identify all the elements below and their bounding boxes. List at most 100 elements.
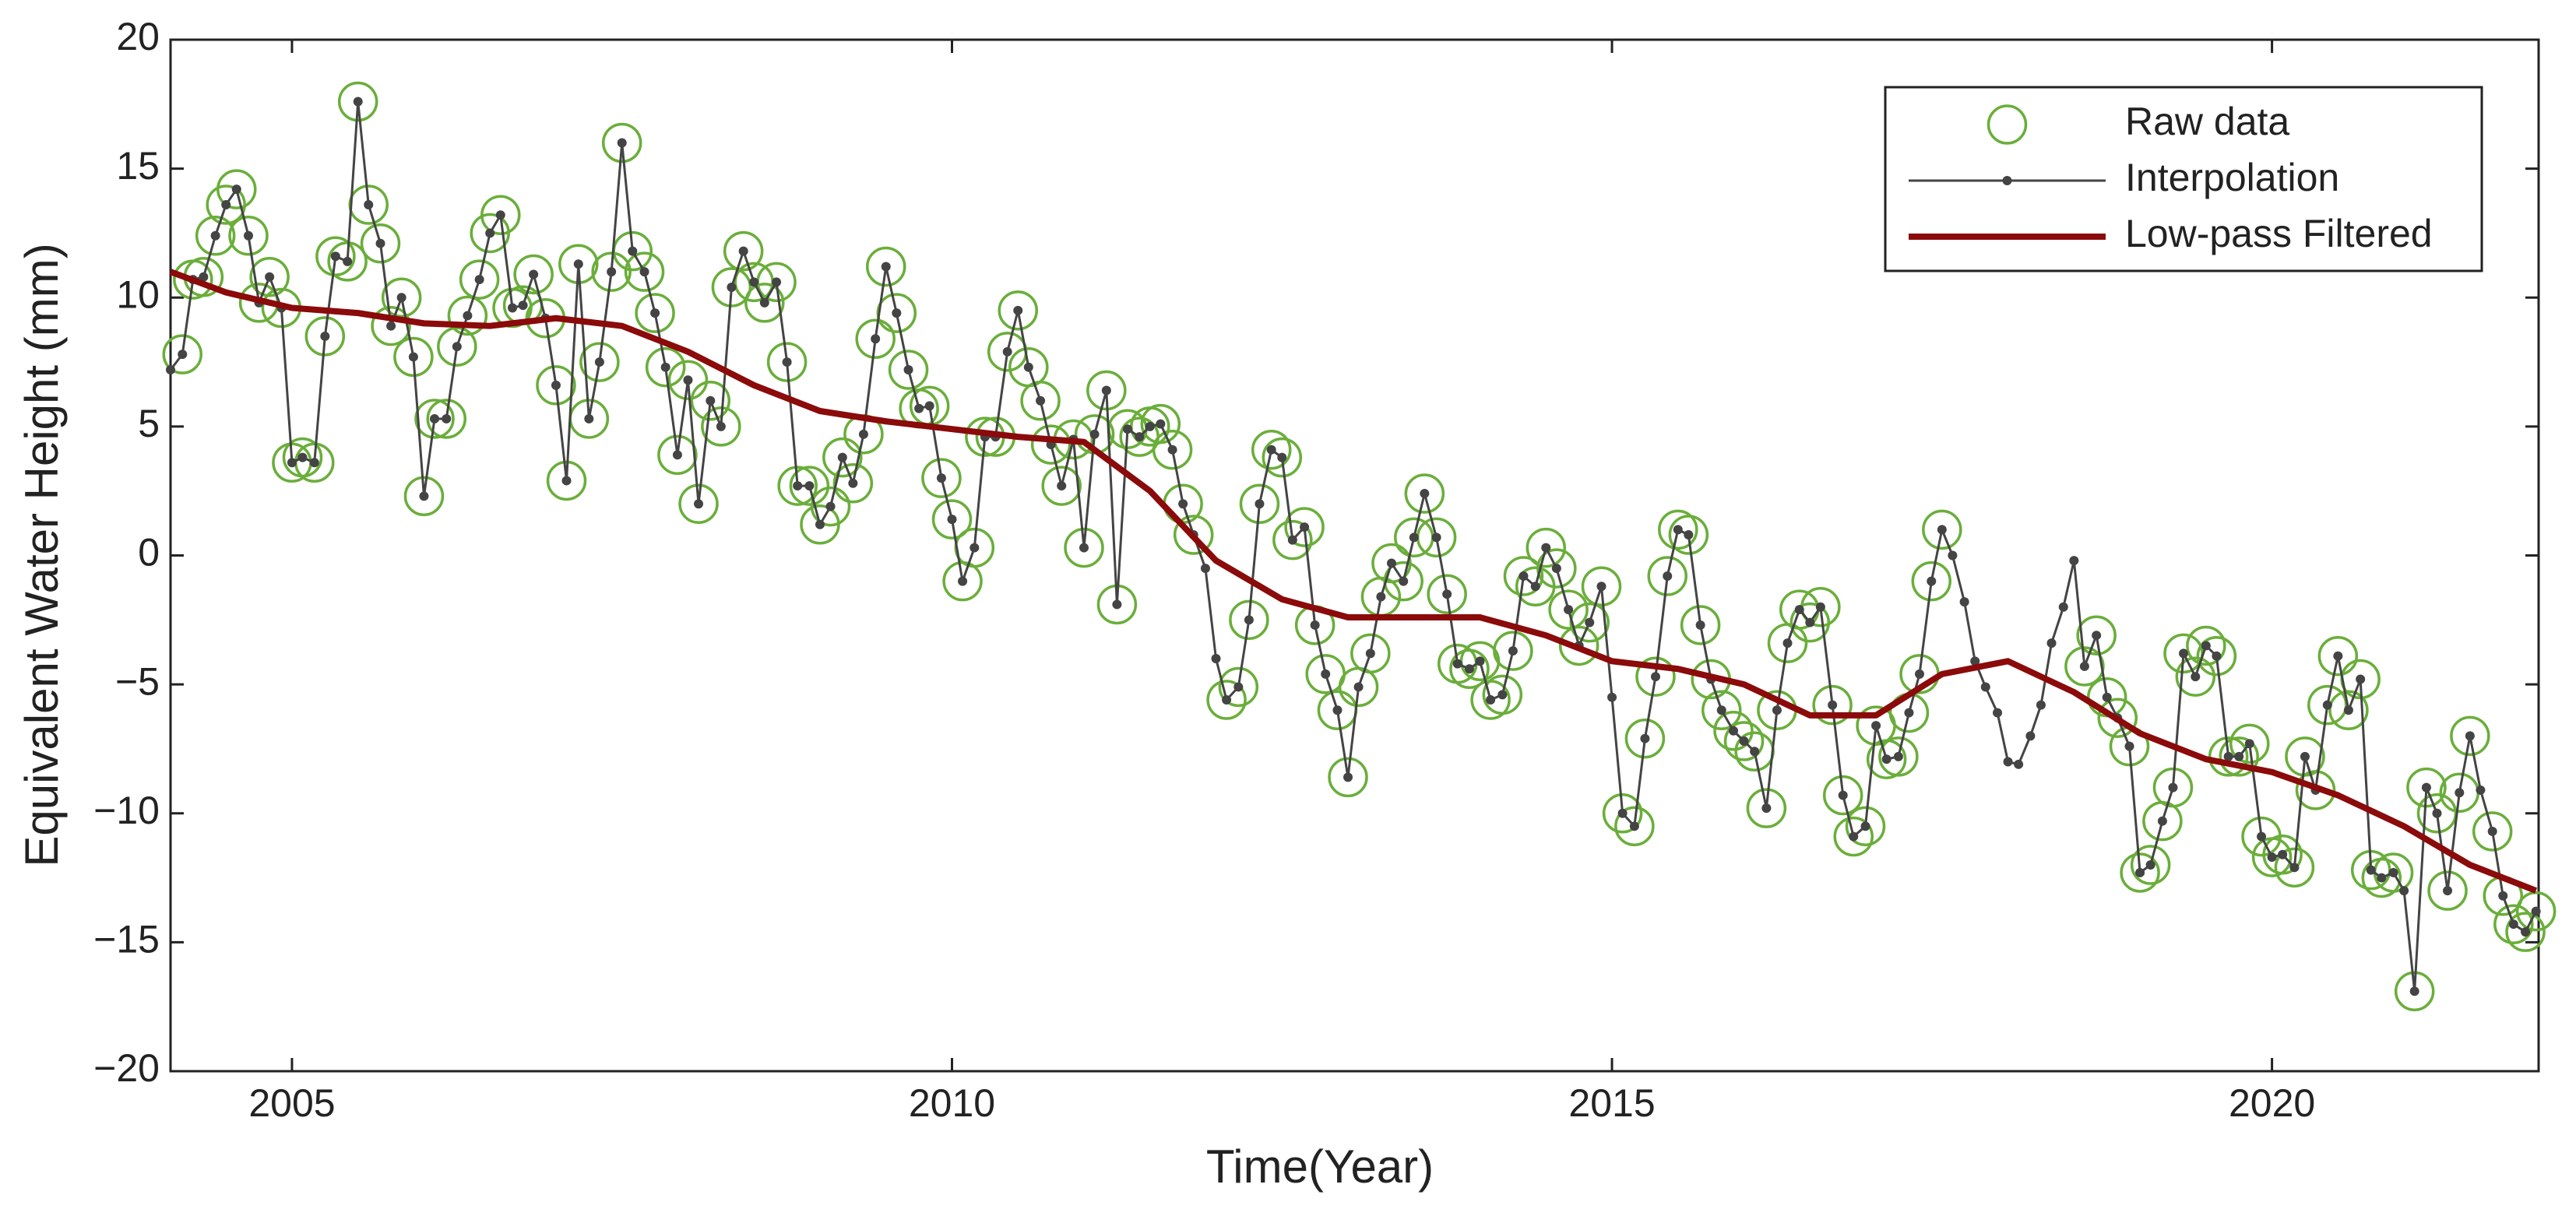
interpolation-point	[1650, 672, 1660, 682]
interpolation-point	[2521, 927, 2531, 937]
raw-data-marker	[998, 290, 1039, 331]
interpolation-point	[1673, 525, 1683, 535]
interpolation-point	[178, 350, 188, 360]
interpolation-point	[2157, 816, 2167, 826]
interpolation-point	[607, 267, 617, 277]
raw-data-marker	[249, 257, 290, 297]
interpolation-point	[2278, 849, 2288, 859]
interpolation-point	[1607, 692, 1617, 702]
y-tick-label: −10	[93, 789, 160, 832]
raw-data-marker	[1503, 556, 1544, 596]
interpolation-point	[1629, 821, 1639, 831]
interpolation-point	[858, 429, 868, 439]
interpolation-point	[2432, 808, 2442, 818]
interpolation-point	[936, 473, 946, 483]
y-tick-label: 5	[138, 402, 160, 445]
raw-data-marker	[2274, 847, 2315, 888]
interpolation-point	[1541, 543, 1551, 553]
y-tick-label: 15	[116, 144, 160, 188]
raw-data-marker	[865, 246, 906, 287]
raw-data-marker	[1020, 381, 1061, 421]
interpolation-point	[1376, 592, 1386, 602]
raw-data-marker	[348, 185, 389, 225]
raw-data-marker	[1328, 757, 1368, 798]
interpolation-point	[1772, 705, 1782, 715]
interpolation-point	[1695, 620, 1705, 630]
interpolation-point	[1684, 530, 1694, 539]
legend-box	[1884, 86, 2483, 272]
interpolation-point	[2388, 867, 2398, 877]
raw-data-marker	[1239, 483, 1280, 524]
raw-data-marker	[2450, 715, 2490, 757]
interpolation-point	[2356, 674, 2366, 684]
interpolation-point	[1716, 705, 1726, 715]
interpolation-point	[396, 293, 406, 303]
raw-data-marker	[1449, 648, 1490, 689]
interpolation-point	[1838, 790, 1848, 800]
raw-data-marker	[678, 483, 719, 524]
interpolation-point	[1036, 395, 1046, 406]
interpolation-point	[1475, 656, 1485, 666]
raw-data-marker	[2152, 767, 2194, 808]
interpolation-point	[375, 238, 385, 248]
raw-data-marker	[1635, 656, 1676, 697]
raw-data-marker	[1229, 599, 1269, 641]
raw-data-marker	[2076, 615, 2117, 655]
raw-data-marker	[1701, 690, 1742, 730]
interpolation-point	[2168, 782, 2178, 792]
interpolation-point	[1849, 831, 1859, 842]
interpolation-point	[1904, 708, 1914, 718]
raw-data-marker	[591, 251, 632, 292]
interpolation-point	[561, 476, 572, 486]
interpolation-point	[1794, 605, 1804, 615]
raw-data-marker	[459, 259, 500, 300]
interpolation-point	[2191, 672, 2201, 682]
interpolation-point	[804, 481, 815, 491]
interpolation-point	[1332, 705, 1343, 715]
raw-data-marker	[2328, 690, 2369, 730]
y-axis-label: Equivalent Water Height (mm)	[16, 243, 68, 866]
interpolation-point	[2102, 692, 2112, 702]
raw-data-marker	[1680, 605, 1721, 645]
interpolation-point	[2223, 751, 2233, 761]
interpolation-point	[2135, 867, 2145, 877]
legend-label: Interpolation	[2125, 156, 2339, 199]
interpolation-point	[1970, 656, 1980, 666]
interpolation-point	[551, 380, 561, 390]
raw-data-marker	[711, 267, 752, 308]
interpolation-point	[2036, 700, 2046, 710]
raw-data-marker	[2097, 698, 2138, 738]
raw-data-marker	[2175, 656, 2216, 697]
raw-data-marker	[1526, 527, 1567, 568]
interpolation-point	[1739, 736, 1749, 746]
interpolation-point	[958, 576, 968, 586]
raw-data-marker	[1262, 437, 1303, 478]
raw-data-marker	[931, 499, 973, 539]
interpolation-point	[793, 481, 803, 491]
raw-data-marker	[1833, 816, 1874, 857]
raw-data-marker	[888, 350, 929, 390]
interpolation-point	[815, 519, 825, 529]
raw-data-marker	[624, 251, 665, 292]
interpolation-point	[210, 230, 220, 241]
interpolation-point	[1013, 305, 1023, 315]
raw-data-marker	[536, 365, 576, 406]
x-axis-label: Time(Year)	[1206, 1140, 1434, 1193]
interpolation-point	[1089, 429, 1100, 439]
raw-data-marker	[327, 241, 368, 282]
filtered-line	[169, 269, 2538, 894]
raw-data-marker	[657, 434, 698, 476]
raw-data-marker	[2219, 736, 2259, 777]
interpolation-point	[1222, 695, 1232, 705]
raw-data-marker	[216, 169, 257, 209]
raw-data-marker	[1536, 548, 1577, 589]
interpolation-point	[1156, 419, 1166, 429]
y-tick-label: −15	[93, 918, 160, 961]
interpolation-point	[716, 421, 726, 431]
interpolation-point	[1937, 525, 1947, 535]
interpolation-point	[2025, 731, 2036, 741]
interpolation-point	[1300, 522, 1310, 532]
interpolation-point	[650, 308, 660, 318]
interpolation-point	[221, 200, 231, 209]
raw-data-marker	[371, 305, 411, 346]
